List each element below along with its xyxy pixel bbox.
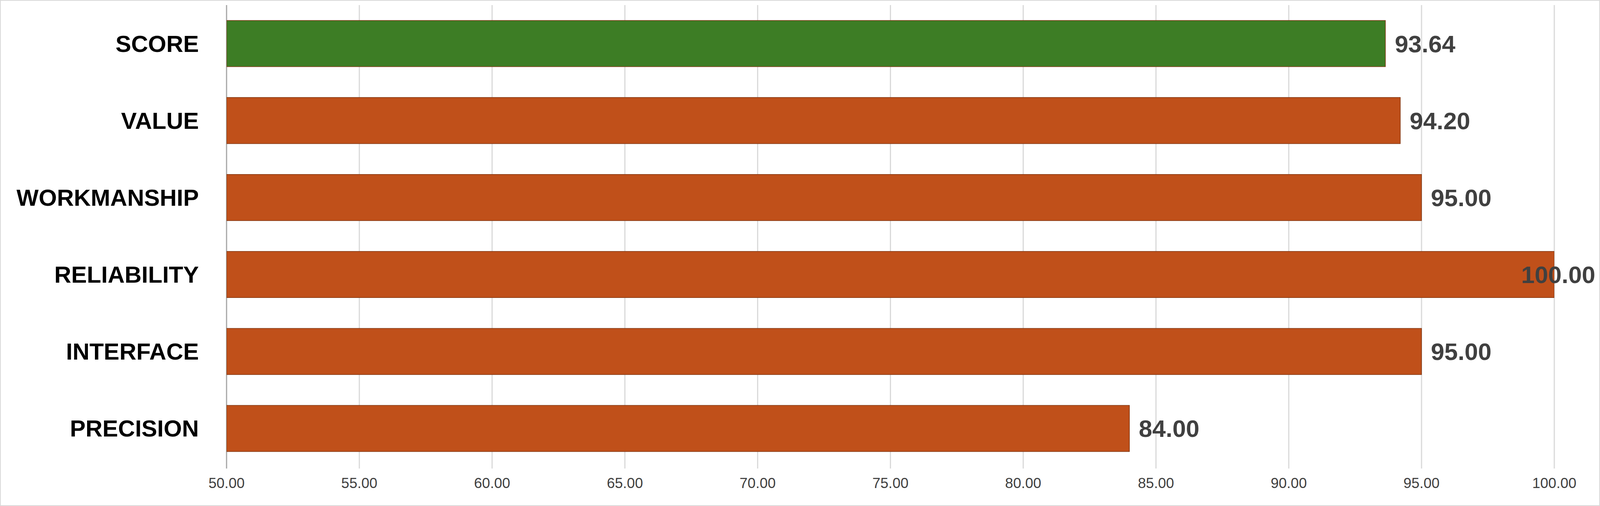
chart-root: 50.00 55.00 60.00 65.00 70.00 75.00 80.00 85.00…	[0, 0, 1600, 506]
grid-line	[1155, 5, 1157, 469]
grid-line	[1421, 5, 1423, 469]
grid-line	[624, 5, 626, 469]
category-label: INTERFACE	[66, 338, 199, 365]
chart: 50.00 55.00 60.00 65.00 70.00 75.00 80.00 85.00…	[0, 0, 1600, 506]
bar	[226, 174, 1422, 221]
bar	[226, 20, 1386, 67]
data-label: 95.00	[1430, 338, 1492, 366]
tick-label: 50.00	[208, 475, 245, 492]
tick-label: 90.00	[1270, 475, 1308, 492]
category-label: VALUE	[121, 107, 199, 134]
category-label: RELIABILITY	[54, 261, 199, 288]
tick-label: 65.00	[606, 475, 643, 492]
bars	[226, 20, 1555, 452]
tick-label: 85.00	[1137, 475, 1175, 492]
tick-label: 100.00	[1532, 475, 1577, 492]
grid-line	[1553, 5, 1556, 469]
bar	[226, 405, 1130, 452]
data-label: 95.00	[1430, 184, 1492, 212]
grid-line	[1022, 5, 1024, 469]
frame	[0, 0, 1600, 506]
tick-label: 80.00	[1005, 475, 1042, 492]
bar	[226, 97, 1401, 144]
category-label: SCORE	[115, 30, 199, 58]
grid-line	[1288, 5, 1290, 469]
tick-label: 75.00	[872, 475, 909, 492]
grid-line	[491, 5, 493, 469]
tick-label: 70.00	[739, 475, 776, 492]
data-label: 100.00	[1521, 261, 1596, 289]
grid-line	[358, 5, 360, 469]
grid-line	[889, 5, 892, 469]
grid	[226, 5, 1555, 469]
bar	[226, 251, 1555, 298]
category-label: PRECISION	[69, 415, 199, 442]
tick-label: 60.00	[474, 475, 511, 492]
grid-line	[226, 5, 228, 469]
tick-label: 55.00	[341, 475, 378, 492]
data-label: 94.20	[1409, 107, 1471, 135]
data-label: 93.64	[1394, 30, 1456, 58]
data-label: 84.00	[1138, 415, 1200, 443]
tick-label: 95.00	[1403, 475, 1440, 492]
bar	[226, 328, 1422, 375]
category-label: WORKMANSHIP	[16, 184, 199, 211]
grid-line	[757, 5, 759, 469]
